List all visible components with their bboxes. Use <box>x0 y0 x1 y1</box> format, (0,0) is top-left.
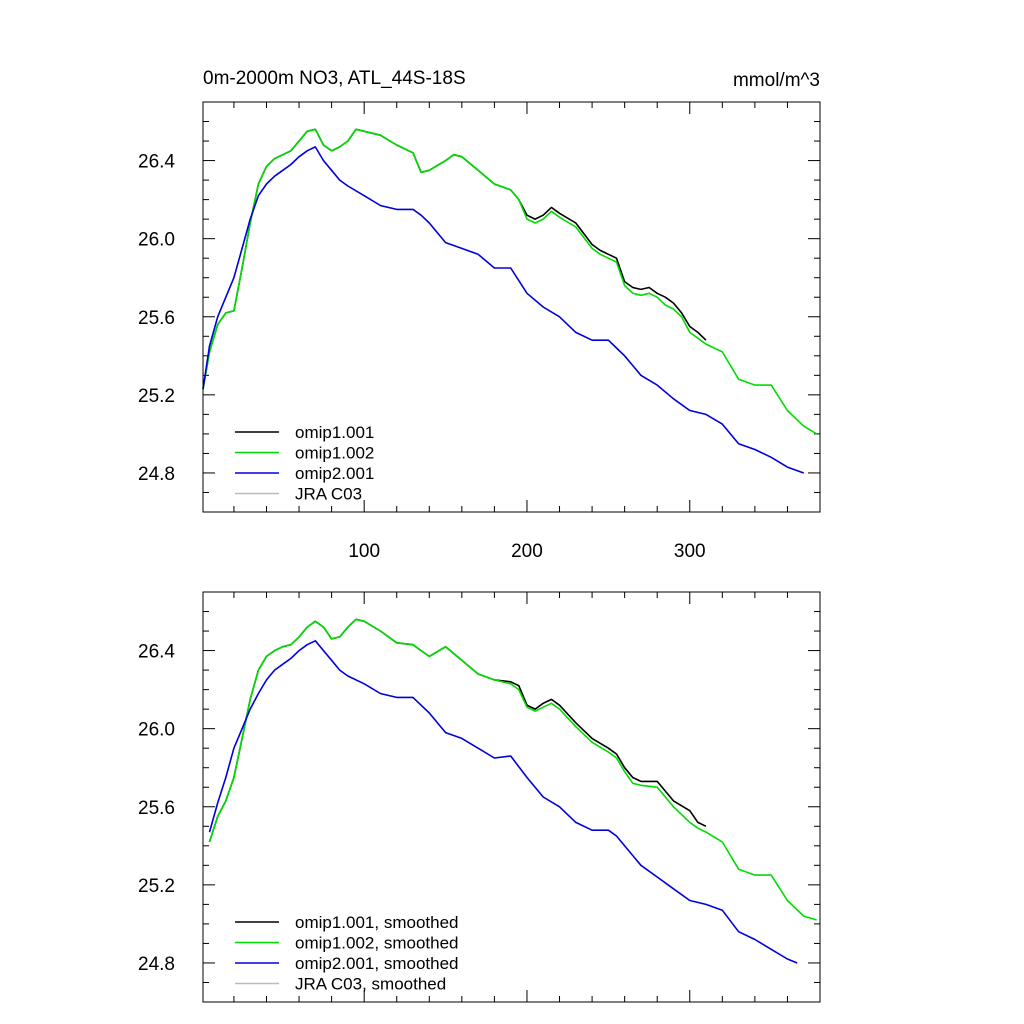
series-line-0 <box>202 128 707 390</box>
x-tick-label: 200 <box>511 541 543 562</box>
legend-label: omip1.002, smoothed <box>295 934 459 953</box>
series-lines <box>202 128 818 474</box>
y-tick-label: 25.2 <box>138 386 175 407</box>
series-line-2 <box>208 639 798 964</box>
tick-labels: 100 200 300 24.8 25.2 25.6 26.0 26.4 <box>138 152 706 562</box>
legend-label: omip1.001, smoothed <box>295 913 459 932</box>
legend-label: omip1.001 <box>295 423 374 442</box>
plot-frame <box>202 101 821 513</box>
x-tick-label: 300 <box>674 541 706 562</box>
x-tick-label: 100 <box>348 541 380 562</box>
y-tick-label: 26.0 <box>138 230 175 251</box>
top-panel: 0m-2000m NO3, ATL_44S-18S mmol/m^3 100 20… <box>138 68 821 562</box>
y-tick-label: 26.0 <box>138 720 175 741</box>
y-tick-label: 24.8 <box>138 954 175 975</box>
y-tick-label: 25.6 <box>138 308 175 329</box>
axis-ticks <box>203 591 820 1003</box>
plot-frame <box>202 591 821 1003</box>
legend-label: omip2.001, smoothed <box>295 954 459 973</box>
panel-title: 0m-2000m NO3, ATL_44S-18S <box>203 68 466 89</box>
legend-label: JRA C03, smoothed <box>295 975 446 994</box>
y-tick-label: 26.4 <box>138 642 175 663</box>
y-tick-label: 26.4 <box>138 152 175 173</box>
y-tick-label: 25.2 <box>138 876 175 897</box>
legend-label: JRA C03 <box>295 485 362 504</box>
tick-labels: 24.8 25.2 25.6 26.0 26.4 <box>138 642 175 975</box>
legend-label: omip2.001 <box>295 464 374 483</box>
axis-ticks <box>203 101 820 513</box>
series-line-2 <box>202 146 804 474</box>
legend-label: omip1.002 <box>295 444 374 463</box>
bottom-panel: 24.8 25.2 25.6 26.0 26.4 omip1.001, smoothed… <box>138 591 821 1003</box>
legend: omip1.001, smoothed omip1.002, smoothedom… <box>235 913 459 994</box>
series-line-1 <box>202 128 818 435</box>
series-line-1 <box>208 618 817 921</box>
y-tick-label: 25.6 <box>138 798 175 819</box>
units-label: mmol/m^3 <box>733 70 820 91</box>
series-lines <box>208 618 817 964</box>
y-tick-label: 24.8 <box>138 464 175 485</box>
series-line-0 <box>208 618 707 843</box>
